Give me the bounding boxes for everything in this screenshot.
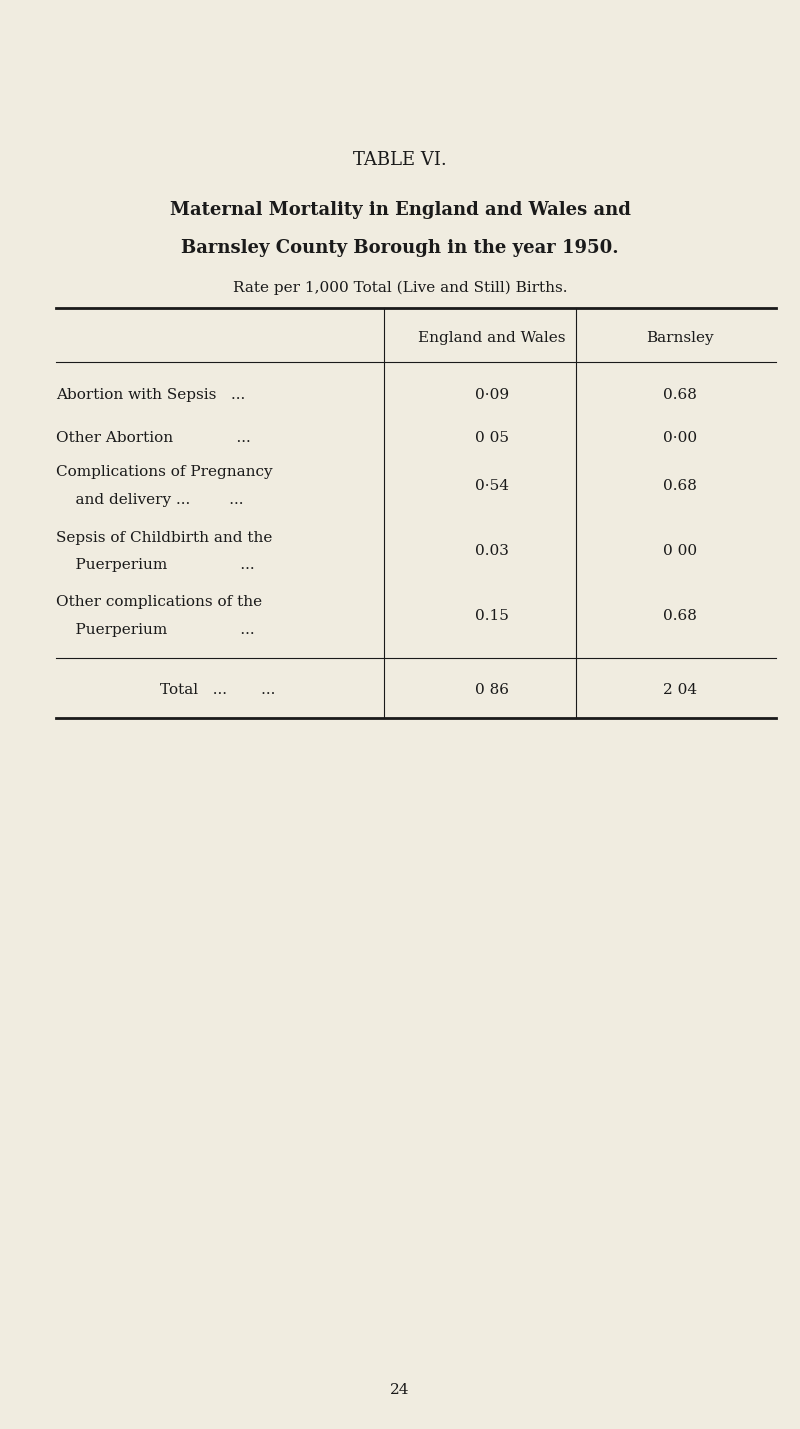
- Text: Maternal Mortality in England and Wales and: Maternal Mortality in England and Wales …: [170, 201, 630, 219]
- Text: 0.68: 0.68: [663, 609, 697, 623]
- Text: England and Wales: England and Wales: [418, 332, 566, 344]
- Text: Total   ...       ...: Total ... ...: [160, 683, 275, 697]
- Text: 0.68: 0.68: [663, 389, 697, 402]
- Text: Rate per 1,000 Total (Live and Still) Births.: Rate per 1,000 Total (Live and Still) Bi…: [233, 282, 567, 296]
- Text: Other Abortion             ...: Other Abortion ...: [56, 432, 250, 444]
- Text: 0 00: 0 00: [663, 544, 697, 557]
- Text: Puerperium               ...: Puerperium ...: [56, 623, 254, 637]
- Text: 0·09: 0·09: [475, 389, 509, 402]
- Text: Complications of Pregnancy: Complications of Pregnancy: [56, 464, 273, 479]
- Text: Barnsley County Borough in the year 1950.: Barnsley County Borough in the year 1950…: [181, 239, 619, 257]
- Text: 2 04: 2 04: [663, 683, 697, 697]
- Text: 0 86: 0 86: [475, 683, 509, 697]
- Text: TABLE VI.: TABLE VI.: [353, 151, 447, 169]
- Text: Abortion with Sepsis   ...: Abortion with Sepsis ...: [56, 389, 246, 402]
- Text: and delivery ...        ...: and delivery ... ...: [56, 493, 243, 507]
- Text: 0 05: 0 05: [475, 432, 509, 444]
- Text: 0.03: 0.03: [475, 544, 509, 557]
- Text: Other complications of the: Other complications of the: [56, 594, 262, 609]
- Text: 0·00: 0·00: [663, 432, 697, 444]
- Text: 0.68: 0.68: [663, 479, 697, 493]
- Text: Sepsis of Childbirth and the: Sepsis of Childbirth and the: [56, 532, 272, 544]
- Text: 0·54: 0·54: [475, 479, 509, 493]
- Text: Puerperium               ...: Puerperium ...: [56, 557, 254, 572]
- Text: 24: 24: [390, 1383, 410, 1398]
- Text: 0.15: 0.15: [475, 609, 509, 623]
- Text: Barnsley: Barnsley: [646, 332, 714, 344]
